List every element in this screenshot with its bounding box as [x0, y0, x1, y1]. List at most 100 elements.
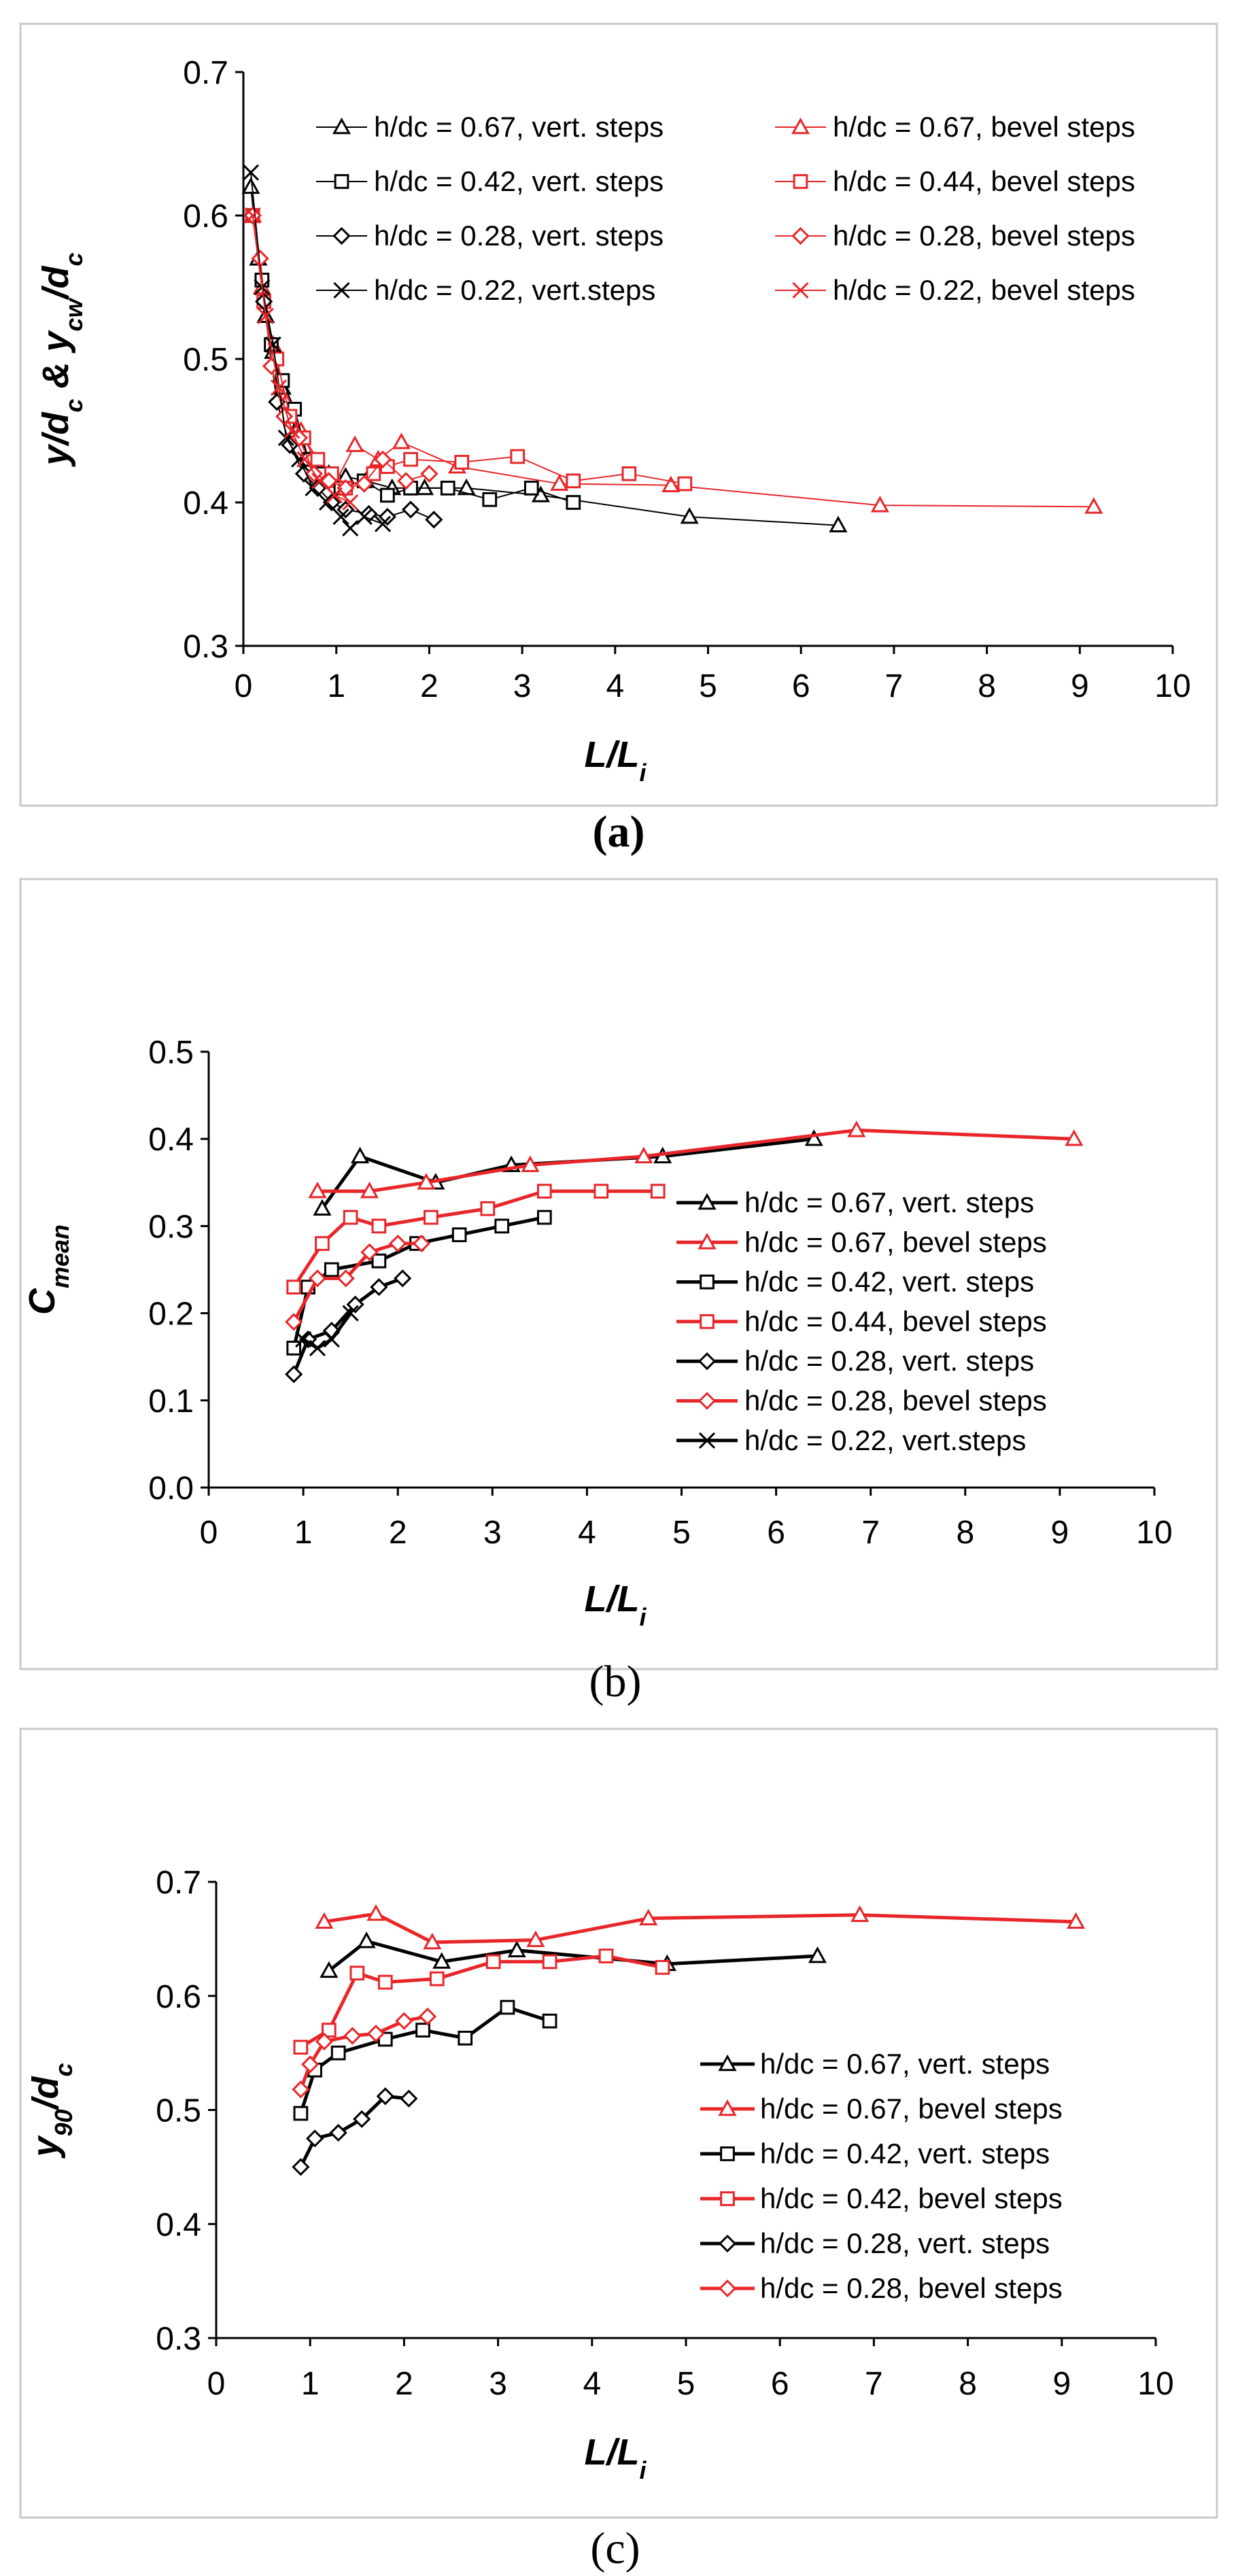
data-point [401, 500, 420, 519]
data-point [412, 1234, 431, 1253]
data-point [425, 511, 443, 529]
data-point [485, 1954, 501, 1970]
x-tick-label: 0 [200, 1515, 218, 1551]
x-tick-label: 10 [1154, 668, 1190, 704]
x-tick-label: 5 [672, 1515, 691, 1551]
data-point [661, 475, 681, 492]
series-5 [292, 2007, 437, 2099]
data-point [429, 1971, 445, 1987]
legend-marker [718, 2234, 737, 2253]
data-point [315, 1912, 334, 1929]
data-point [380, 487, 395, 503]
legend-marker [698, 1233, 717, 1250]
legend-item: h/dc = 0.67, vert. steps [316, 111, 664, 143]
data-point [536, 1209, 552, 1225]
data-point [342, 1305, 359, 1322]
y-tick-label: 0.4 [148, 1122, 194, 1158]
data-point [374, 515, 392, 532]
series-line [302, 1312, 352, 1350]
data-point [500, 1999, 515, 2015]
data-point [315, 2032, 334, 2050]
data-point [808, 1946, 827, 1963]
y-tick-label: 0.6 [156, 1979, 201, 2015]
data-point [346, 1295, 364, 1313]
legend-label: h/dc = 0.22, bevel steps [833, 274, 1135, 306]
data-point [309, 1339, 326, 1356]
legend-marker [332, 226, 351, 245]
data-point [313, 1199, 332, 1216]
legend-marker [792, 281, 809, 299]
data-point [680, 507, 699, 524]
series-3 [286, 1184, 666, 1294]
data-point [850, 1905, 870, 1922]
data-point [650, 1184, 666, 1199]
x-tick-label: 5 [699, 668, 717, 704]
y-axis-label: y90/dc [25, 2063, 78, 2159]
chart-frame [19, 1728, 1218, 2519]
data-point [332, 509, 349, 526]
legend-marker [720, 2191, 735, 2206]
data-point [1084, 497, 1103, 514]
y-tick-label: 0.4 [183, 485, 228, 521]
legend-label: h/dc = 0.28, bevel steps [833, 220, 1135, 252]
legend-label: h/dc = 0.44, bevel steps [744, 1305, 1047, 1337]
series-5 [285, 1234, 431, 1331]
data-point [510, 449, 526, 464]
chart-b: 0.0 0.1 0.2 0.3 0.4 0.5 0 1 2 3 4 5 6 7 8 9 10 L/Li Cmean h… [19, 878, 1218, 1706]
series-2 [293, 1999, 557, 2121]
data-point [355, 475, 373, 493]
legend-item: h/dc = 0.28, bevel steps [700, 2272, 1063, 2304]
x-tick-label: 9 [1071, 668, 1089, 704]
data-point [321, 2023, 337, 2038]
data-point [308, 1182, 327, 1199]
legend-marker [698, 1392, 717, 1410]
data-point [677, 476, 693, 492]
x-tick-label: 5 [677, 2366, 695, 2402]
data-point [621, 466, 637, 481]
x-tick-label: 7 [865, 2366, 883, 2402]
legend-marker [791, 226, 810, 245]
y-tick-label: 0.5 [183, 342, 228, 378]
x-tick-label: 2 [395, 2366, 413, 2402]
data-point [270, 379, 288, 396]
data-point [323, 1330, 340, 1348]
x-tick-label: 7 [861, 1515, 880, 1551]
data-point [655, 1959, 670, 1975]
figure-caption: (b) [589, 1657, 642, 1706]
data-point [329, 2123, 347, 2142]
legend-item: h/dc = 0.28, bevel steps [676, 1385, 1047, 1417]
data-point [542, 2013, 557, 2029]
data-point [870, 496, 889, 513]
data-point [639, 1908, 658, 1925]
legend-marker [791, 117, 810, 135]
data-point [440, 481, 455, 496]
data-point [394, 1269, 412, 1288]
y-tick-label: 0.6 [183, 199, 228, 235]
data-point [373, 450, 392, 468]
legend-label: h/dc = 0.67, vert. steps [744, 1186, 1034, 1218]
y-tick-label: 0.5 [148, 1035, 194, 1071]
data-point [322, 493, 341, 512]
data-point [305, 2129, 324, 2148]
x-tick-label: 2 [389, 1515, 407, 1551]
data-point [634, 1146, 653, 1164]
legend-label: h/dc = 0.42, vert. steps [374, 165, 664, 197]
data-point [241, 177, 260, 194]
x-tick-label: 4 [606, 668, 624, 704]
legend-item: h/dc = 0.42, bevel steps [700, 2182, 1063, 2214]
legend-item: h/dc = 0.67, vert. steps [700, 2048, 1050, 2080]
data-point [480, 1201, 496, 1216]
data-point [356, 509, 373, 526]
data-point [457, 478, 476, 496]
x-tick-label: 4 [578, 1515, 596, 1551]
x-axis-label: L/Li [585, 2432, 647, 2484]
legend-marker [332, 117, 351, 135]
data-point [285, 1313, 303, 1331]
data-point [521, 1155, 540, 1172]
data-point [482, 492, 498, 507]
data-point [292, 2158, 310, 2176]
data-point [326, 487, 343, 504]
x-tick-label: 3 [483, 1515, 502, 1551]
legend-marker [333, 281, 350, 299]
x-tick-label: 6 [792, 668, 810, 704]
